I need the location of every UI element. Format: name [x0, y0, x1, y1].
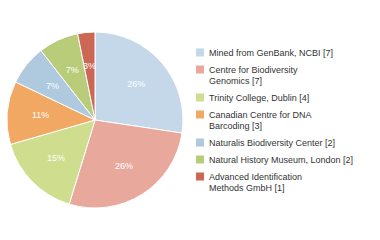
legend: Mined from GenBank, NCBI [7] Centre for B…: [196, 48, 353, 193]
data-label: 7%: [66, 65, 79, 75]
pie-slice: [78, 32, 95, 120]
data-label: 26%: [115, 161, 133, 171]
legend-entry: Naturalis Biodiversity Center [2]: [209, 138, 335, 148]
data-labels: 26% 26% 15% 11% 7% 7% 3%: [32, 61, 145, 171]
legend-entry: Centre for BiodiversityGenomics [7]: [209, 65, 298, 86]
legend-swatch: [196, 139, 204, 147]
data-label: 15%: [47, 153, 65, 163]
pie-slice: [95, 32, 183, 133]
pie: [7, 32, 183, 208]
legend-swatch: [196, 49, 204, 57]
data-label: 3%: [83, 61, 96, 71]
data-label: 7%: [46, 81, 59, 91]
legend-entry: Trinity College, Dublin [4]: [209, 93, 309, 103]
data-label: 11%: [32, 110, 49, 120]
legend-swatch: [196, 111, 204, 119]
legend-entry: Canadian Centre for DNABarcoding [3]: [209, 110, 312, 131]
legend-entry: Natural History Museum, London [2]: [209, 155, 353, 165]
legend-swatch: [196, 156, 204, 164]
chart: 26% 26% 15% 11% 7% 7% 3% Mined from GenBank, NC…: [0, 0, 380, 240]
legend-swatch: [196, 173, 204, 181]
legend-swatch: [196, 66, 204, 74]
legend-entry: Mined from GenBank, NCBI [7]: [209, 48, 333, 58]
legend-swatch: [196, 94, 204, 102]
data-label: 26%: [127, 79, 145, 89]
legend-entry: Advanced IdentificationMethods GmbH [1]: [209, 172, 302, 193]
